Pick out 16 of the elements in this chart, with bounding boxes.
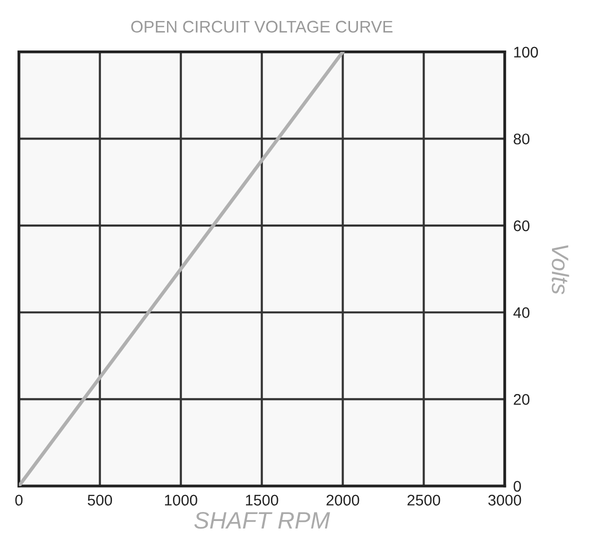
x-tick-label: 2500 (408, 494, 440, 506)
x-tick-label: 1500 (246, 494, 278, 506)
x-tick-label: 2000 (326, 494, 360, 506)
x-tick-label: 3000 (488, 494, 522, 506)
y-tick-label: 80 (514, 134, 530, 144)
y-tick-label: 0 (514, 480, 521, 492)
x-tick-label: 1000 (165, 494, 198, 506)
x-axis-title: SHAFT RPM (194, 512, 330, 529)
y-tick-label: 100 (514, 46, 538, 58)
x-tick-label: 0 (15, 494, 23, 506)
y-tick-label: 60 (514, 220, 530, 232)
y-axis-title: Volts (552, 245, 570, 294)
chart-title: OPEN CIRCUIT VOLTAGE CURVE (131, 20, 392, 33)
y-tick-label: 20 (514, 394, 530, 405)
x-tick-label: 500 (88, 494, 112, 506)
y-tick-label: 40 (513, 307, 530, 318)
